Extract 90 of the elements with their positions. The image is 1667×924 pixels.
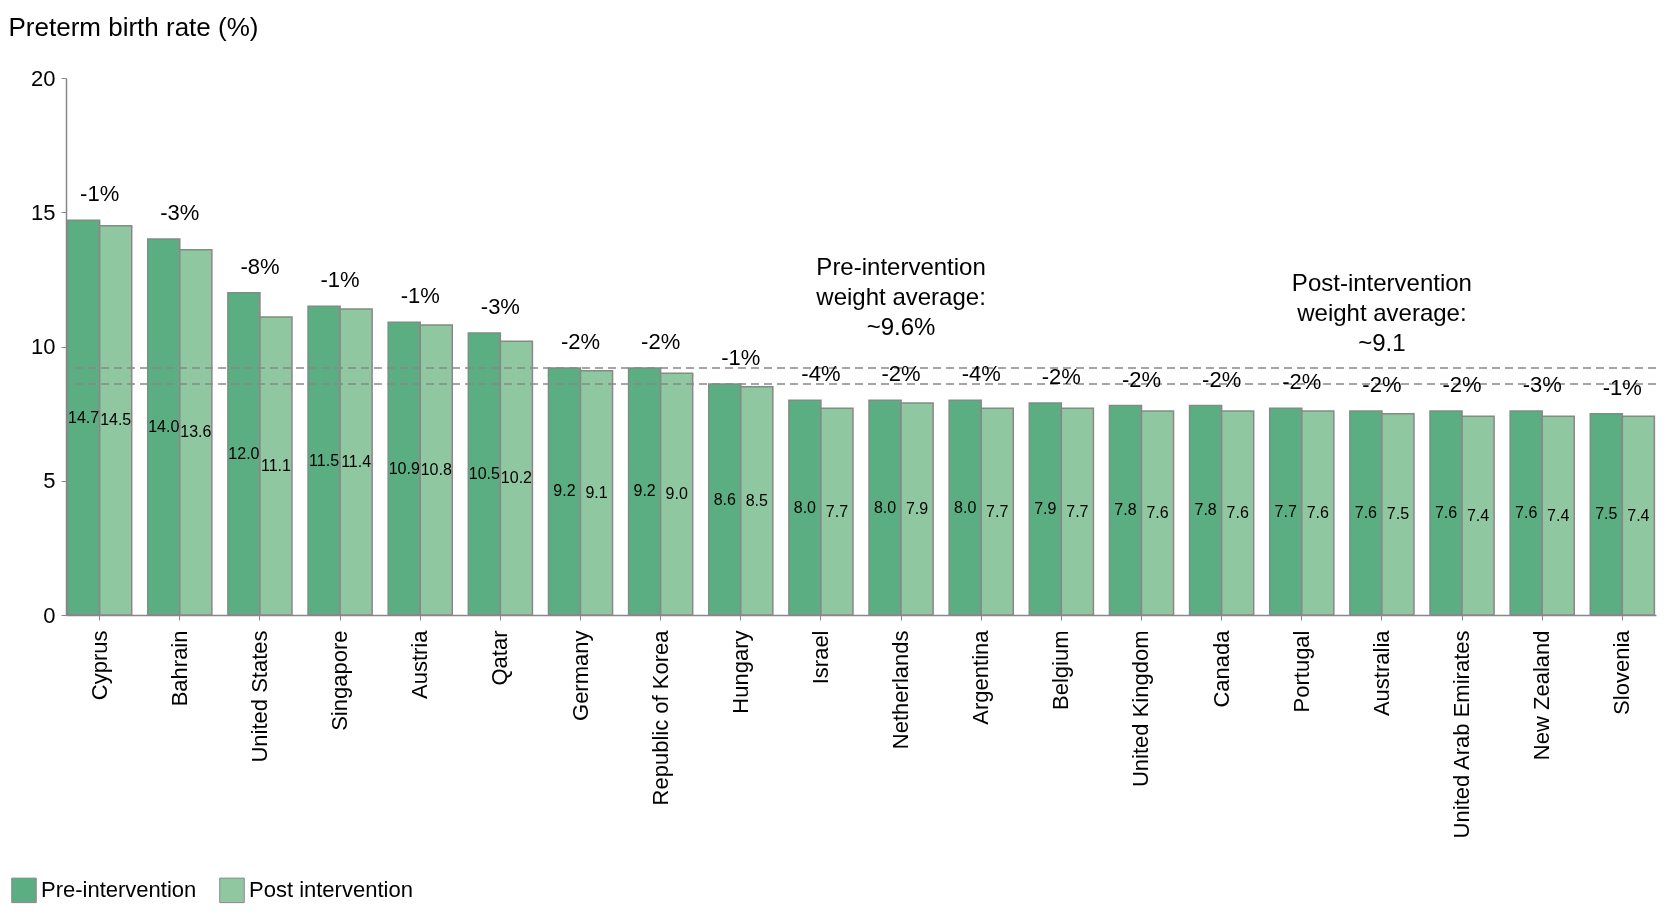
data-label: 7.6 <box>1226 503 1249 521</box>
annotation: -3% <box>1522 371 1562 397</box>
annotation: -2% <box>641 328 681 354</box>
data-label: 7.6 <box>1354 503 1378 521</box>
x-tick-label: United States <box>246 630 272 763</box>
annotation: -3% <box>160 200 200 226</box>
data-label: 11.5 <box>309 451 340 469</box>
annotation: -2% <box>1442 371 1482 397</box>
data-label: 7.5 <box>1595 505 1618 523</box>
data-label: 7.8 <box>1194 501 1217 519</box>
data-label: 7.4 <box>1547 506 1570 524</box>
annotation: -1% <box>80 181 120 207</box>
data-label: 7.8 <box>1114 501 1137 519</box>
data-label: 14.5 <box>100 411 132 429</box>
data-label: 7.4 <box>1627 506 1650 524</box>
x-tick-label: Hungary <box>727 630 753 714</box>
x-tick-label: Germany <box>567 630 593 721</box>
annotation: -2% <box>881 361 921 387</box>
ref-line-label: Post-intervention weight average: ~9.1 <box>1291 269 1472 357</box>
x-tick-label: Netherlands <box>888 630 914 750</box>
annotation: -3% <box>480 294 520 320</box>
x-tick-label: United Arab Emirates <box>1449 630 1475 839</box>
data-label: 8.5 <box>745 491 769 509</box>
x-tick-label: Qatar <box>487 630 513 686</box>
legend-label: Pre-intervention <box>41 877 197 903</box>
data-label: 8.6 <box>713 490 736 508</box>
x-tick-label: Republic of Korea <box>647 629 673 806</box>
annotation: -2% <box>1362 371 1402 397</box>
data-label: 7.7 <box>986 502 1009 520</box>
y-tick-label: 20 <box>31 65 56 91</box>
data-label: 9.0 <box>665 485 688 503</box>
annotation: -1% <box>400 283 440 309</box>
data-label: 11.4 <box>341 452 372 470</box>
x-tick-label: United Kingdom <box>1128 630 1154 788</box>
annotation: -8% <box>240 253 280 279</box>
ref-line-label: Pre-intervention weight average: ~9.6% <box>815 252 986 340</box>
data-label: 7.7 <box>1274 502 1297 520</box>
data-label: 10.5 <box>468 465 501 483</box>
annotation: -1% <box>1602 374 1642 400</box>
data-label: 7.7 <box>825 502 849 520</box>
annotation: -2% <box>1041 363 1081 389</box>
data-label: 7.9 <box>1034 499 1057 517</box>
data-label: 7.6 <box>1434 503 1458 521</box>
y-axis-title: Preterm birth rate (%) <box>8 11 259 42</box>
data-label: 14.0 <box>148 418 180 436</box>
x-tick-label: Canada <box>1208 629 1234 708</box>
y-tick-label: 0 <box>43 602 56 628</box>
x-tick-label: Argentina <box>968 629 994 725</box>
x-tick-label: Cyprus <box>86 630 112 701</box>
x-tick-label: Singapore <box>327 630 353 731</box>
data-label: 7.6 <box>1146 503 1169 521</box>
data-label: 13.6 <box>180 423 212 441</box>
x-tick-label: Bahrain <box>166 630 192 707</box>
data-label: 7.7 <box>1066 502 1089 520</box>
data-label: 11.1 <box>260 456 292 474</box>
annotation: -4% <box>961 361 1001 387</box>
data-label: 12.0 <box>228 444 260 462</box>
x-tick-label: Austria <box>407 629 433 699</box>
data-label: 9.2 <box>553 482 576 500</box>
data-label: 14.7 <box>68 408 100 426</box>
data-label: 7.6 <box>1306 503 1330 521</box>
x-tick-label: Australia <box>1368 629 1394 717</box>
data-label: 10.9 <box>388 459 420 477</box>
y-tick-label: 15 <box>31 199 56 225</box>
x-tick-label: Slovenia <box>1609 629 1635 715</box>
annotation: -1% <box>721 345 761 371</box>
data-label: 7.4 <box>1466 506 1490 524</box>
data-label: 8.0 <box>873 498 897 516</box>
y-tick-label: 10 <box>31 334 56 359</box>
x-tick-label: Portugal <box>1288 630 1314 713</box>
data-label: 7.6 <box>1515 503 1538 521</box>
data-label: 7.5 <box>1386 505 1410 523</box>
x-tick-label: Belgium <box>1048 630 1074 710</box>
data-label: 8.0 <box>793 498 817 516</box>
data-label: 7.9 <box>905 499 929 517</box>
data-label: 10.8 <box>420 461 452 479</box>
annotation: -4% <box>801 361 841 387</box>
data-label: 10.2 <box>500 469 533 487</box>
x-tick-label: Israel <box>807 630 833 685</box>
annotation: -2% <box>1202 366 1242 392</box>
x-tick-label: New Zealand <box>1529 630 1555 761</box>
legend-label: Post intervention <box>249 877 413 903</box>
annotation: -2% <box>1121 366 1162 392</box>
data-label: 8.0 <box>954 498 977 516</box>
annotation: -2% <box>560 328 601 354</box>
annotation: -1% <box>320 267 360 293</box>
y-tick-label: 5 <box>43 468 56 494</box>
annotation: -2% <box>1282 369 1322 395</box>
data-label: 9.1 <box>585 483 608 501</box>
data-label: 9.2 <box>633 482 656 500</box>
